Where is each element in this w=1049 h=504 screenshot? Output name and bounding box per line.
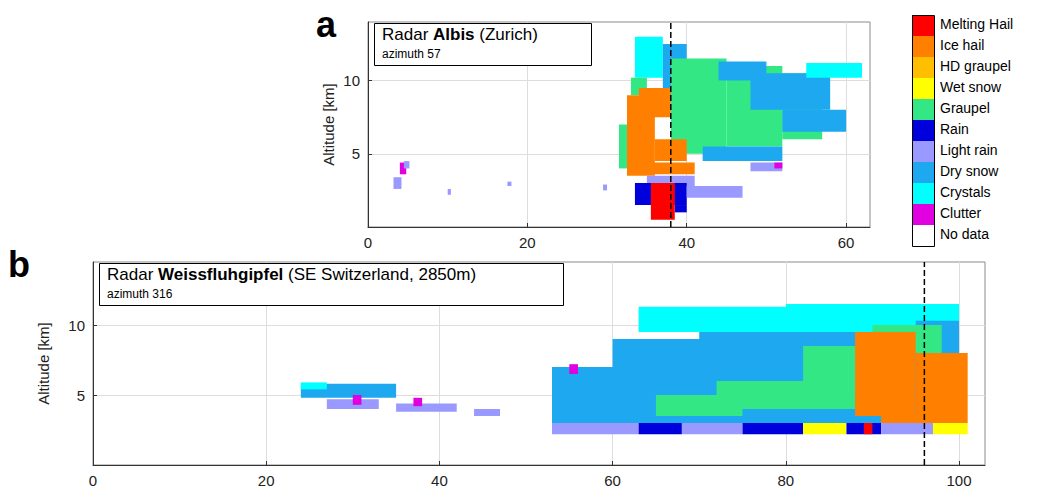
svg-text:Graupel: Graupel	[940, 100, 990, 116]
svg-text:Wet snow: Wet snow	[940, 79, 1002, 95]
svg-text:Crystals: Crystals	[940, 184, 991, 200]
svg-text:5: 5	[352, 145, 360, 162]
svg-text:80: 80	[777, 472, 794, 489]
svg-text:40: 40	[678, 234, 695, 251]
svg-text:Altitude [km]: Altitude [km]	[35, 322, 52, 405]
svg-text:Altitude [km]: Altitude [km]	[320, 83, 337, 166]
svg-text:0: 0	[89, 472, 97, 489]
svg-text:(Zurich): (Zurich)	[475, 25, 538, 44]
svg-text:100: 100	[947, 472, 972, 489]
svg-text:Light rain: Light rain	[940, 142, 998, 158]
svg-text:Rain: Rain	[940, 121, 969, 137]
svg-text:20: 20	[258, 472, 275, 489]
svg-text:10: 10	[68, 317, 85, 334]
svg-text:60: 60	[604, 472, 621, 489]
svg-text:20: 20	[519, 234, 536, 251]
svg-text:Melting Hail: Melting Hail	[940, 16, 1013, 32]
svg-text:40: 40	[431, 472, 448, 489]
svg-text:Albis: Albis	[433, 25, 475, 44]
svg-text:HD graupel: HD graupel	[940, 58, 1011, 74]
svg-text:No data: No data	[940, 226, 989, 242]
svg-text:Dry snow: Dry snow	[940, 163, 999, 179]
svg-text:Radar: Radar	[107, 265, 158, 284]
svg-text:Weissfluhgipfel: Weissfluhgipfel	[158, 265, 283, 284]
svg-text:0: 0	[364, 234, 372, 251]
svg-text:b: b	[8, 244, 30, 285]
svg-text:10: 10	[343, 72, 360, 89]
svg-text:(SE Switzerland, 2850m): (SE Switzerland, 2850m)	[283, 265, 476, 284]
svg-text:60: 60	[838, 234, 855, 251]
svg-text:Clutter: Clutter	[940, 205, 982, 221]
svg-text:Ice hail: Ice hail	[940, 37, 984, 53]
svg-text:azimuth 316: azimuth 316	[107, 287, 173, 301]
svg-text:a: a	[316, 4, 337, 45]
svg-text:azimuth 57: azimuth 57	[382, 47, 441, 61]
svg-text:Radar: Radar	[382, 25, 433, 44]
svg-text:5: 5	[77, 387, 85, 404]
